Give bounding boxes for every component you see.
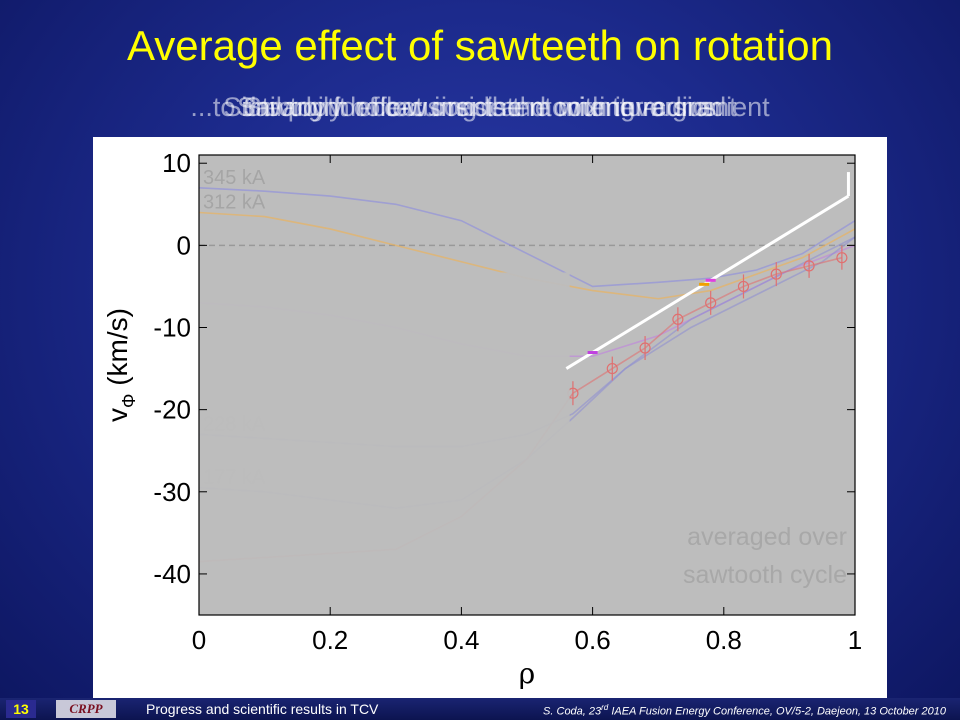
subtitle-line-3: Similarly for co-current and counter-cur… bbox=[223, 92, 737, 122]
x-axis-label: ρ bbox=[519, 657, 535, 690]
crpp-logo: CRPP bbox=[56, 700, 116, 718]
x-tick-label: 0.2 bbox=[312, 625, 348, 655]
series-line-0 bbox=[198, 187, 856, 288]
y-axis-label: vΦ (km/s) bbox=[102, 308, 139, 422]
footer-citation-prefix: S. Coda, 23 bbox=[543, 705, 602, 718]
subtitle-line-2: Strongly hollow inside the mixing radius bbox=[243, 92, 717, 122]
y-axis-label-sub: Φ bbox=[119, 394, 139, 408]
data-point bbox=[770, 268, 782, 280]
annotation-line-1: sawtooth cycle bbox=[683, 561, 847, 589]
data-point bbox=[836, 252, 848, 264]
slide-title: Average effect of sawteeth on rotation bbox=[127, 22, 833, 69]
y-axis-label-main: v bbox=[102, 408, 133, 422]
x-tick-label: 0.8 bbox=[706, 625, 742, 655]
subtitle-stack: ...to the point of causing the momentum … bbox=[0, 92, 960, 132]
footer-bar bbox=[0, 698, 960, 720]
y-tick-label: -10 bbox=[153, 313, 191, 343]
overlay-box bbox=[199, 272, 570, 615]
y-tick-label: 0 bbox=[177, 230, 191, 260]
y-tick-label: -30 bbox=[153, 477, 191, 507]
fit-line bbox=[565, 194, 850, 370]
data-point bbox=[737, 280, 750, 293]
x-tick-label: 0 bbox=[192, 625, 206, 655]
x-tick-label: 1 bbox=[848, 625, 862, 655]
x-tick-label: 0.6 bbox=[575, 625, 611, 655]
series-label-0: 345 kA bbox=[203, 167, 266, 189]
series-label-1: 312 kA bbox=[203, 192, 266, 214]
data-point bbox=[639, 342, 651, 354]
y-axis-label-unit: (km/s) bbox=[102, 308, 133, 394]
y-tick-label: -20 bbox=[153, 395, 191, 425]
annotation-line-0: averaged over bbox=[687, 523, 847, 551]
axes-frame bbox=[198, 154, 856, 616]
footer-right-text: S. Coda, 23rd IAEA Fusion Energy Confere… bbox=[543, 703, 946, 718]
y-tick-label: 10 bbox=[162, 148, 191, 178]
subtitle-line-4: Sawtooth effect consistent with inversio… bbox=[237, 92, 723, 122]
footer-citation-suffix: IAEA Fusion Energy Conference, OV/5-2, D… bbox=[608, 705, 946, 718]
data-point bbox=[672, 313, 684, 325]
footer-citation-sup: rd bbox=[601, 703, 609, 712]
y-tick-label: -40 bbox=[153, 559, 191, 589]
footer-left-text: Progress and scientific results in TCV bbox=[146, 701, 379, 717]
subtitle-line-1: ...to the point of causing the momentum … bbox=[190, 92, 770, 122]
slide-number: 13 bbox=[6, 700, 36, 718]
data-point bbox=[606, 362, 618, 375]
data-point bbox=[803, 260, 815, 272]
data-point bbox=[705, 297, 717, 309]
x-tick-label: 0.4 bbox=[443, 625, 479, 655]
